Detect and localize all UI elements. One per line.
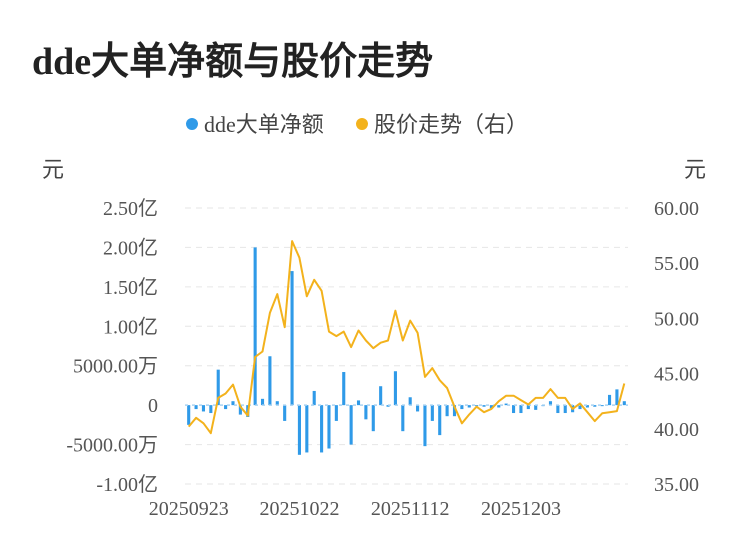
x-tick-label: 20250923 — [149, 498, 229, 520]
left-tick-label: -5000.00万 — [66, 435, 158, 457]
legend-label-price[interactable]: 股价走势（右） — [374, 112, 528, 137]
right-tick-label: 35.00 — [654, 474, 699, 496]
dde-bar[interactable] — [290, 271, 294, 406]
dde-bar[interactable] — [312, 390, 316, 406]
legend-marker-price — [356, 118, 368, 130]
dde-bar[interactable] — [334, 405, 338, 421]
dde-bar[interactable] — [187, 405, 191, 425]
right-tick-label: 40.00 — [654, 419, 699, 441]
x-tick-label: 20251022 — [259, 498, 339, 520]
dde-bar[interactable] — [231, 401, 235, 406]
dde-bar[interactable] — [578, 405, 582, 410]
left-tick-label: -1.00亿 — [96, 473, 158, 496]
gridlines — [185, 207, 628, 485]
right-tick-label: 45.00 — [654, 364, 699, 386]
dde-bar[interactable] — [430, 405, 434, 421]
left-tick-label: 2.50亿 — [103, 197, 158, 220]
left-tick-label: 2.00亿 — [103, 236, 158, 259]
dde-bar[interactable] — [201, 405, 206, 412]
dde-bars — [187, 247, 626, 455]
dde-bar[interactable] — [460, 405, 464, 410]
legend-marker-dde — [186, 118, 198, 130]
dde-bar[interactable] — [401, 405, 405, 432]
price-line[interactable] — [187, 240, 626, 435]
dde-bar[interactable] — [305, 405, 309, 453]
dde-bar[interactable] — [364, 405, 368, 420]
dde-bar[interactable] — [585, 405, 589, 408]
dde-bar[interactable] — [607, 394, 612, 406]
dde-bar[interactable] — [600, 405, 604, 407]
dde-bar[interactable] — [563, 405, 567, 414]
dde-bar[interactable] — [497, 405, 501, 408]
dde-bar[interactable] — [194, 405, 198, 410]
dde-bar[interactable] — [489, 405, 493, 409]
dde-bar[interactable] — [297, 405, 301, 455]
left-axis-ticks: 2.50亿 2.00亿 1.50亿 1.00亿 5000.00万 0 -5000.00万 -1… — [66, 197, 158, 496]
left-tick-label: 1.00亿 — [103, 315, 158, 338]
x-axis-ticks: 20250923 20251022 20251112 20251203 — [149, 498, 561, 520]
chart-title: dde大单净额与股价走势 — [32, 41, 434, 83]
dde-bar[interactable] — [622, 401, 626, 406]
dde-bar[interactable] — [275, 401, 279, 406]
dde-bar[interactable] — [379, 386, 383, 406]
dde-bar[interactable] — [224, 405, 228, 410]
dde-bar[interactable] — [452, 405, 457, 417]
dde-bar[interactable] — [423, 405, 427, 447]
dde-bar[interactable] — [526, 405, 530, 410]
dde-bar[interactable] — [467, 405, 471, 408]
left-tick-label: 1.50亿 — [103, 276, 158, 299]
dde-bar[interactable] — [371, 405, 375, 432]
left-tick-label: 5000.00万 — [73, 356, 158, 378]
dde-bar[interactable] — [320, 405, 324, 453]
dde-bar[interactable] — [349, 405, 353, 445]
legend: dde大单净额 股价走势（右） — [186, 112, 528, 137]
dde-bar[interactable] — [615, 389, 619, 406]
dde-bar[interactable] — [556, 405, 560, 414]
legend-label-dde[interactable]: dde大单净额 — [204, 112, 324, 137]
dde-bar[interactable] — [283, 405, 287, 421]
right-tick-label: 55.00 — [654, 253, 699, 275]
dde-bar[interactable] — [209, 405, 213, 414]
x-tick-label: 20251112 — [371, 498, 450, 520]
right-axis-unit: 元 — [684, 157, 706, 182]
right-tick-label: 50.00 — [654, 308, 699, 330]
dde-bar[interactable] — [216, 369, 220, 406]
dde-bar[interactable] — [482, 405, 486, 407]
dde-bar[interactable] — [356, 400, 361, 406]
dde-bar[interactable] — [386, 405, 390, 407]
dde-bar[interactable] — [504, 403, 508, 406]
right-axis-ticks: 60.00 55.00 50.00 45.00 40.00 35.00 — [654, 198, 699, 496]
dde-bar[interactable] — [548, 401, 553, 406]
dde-bar[interactable] — [327, 405, 331, 449]
dde-bar[interactable] — [519, 405, 523, 414]
dde-bar[interactable] — [260, 398, 265, 406]
dde-bar[interactable] — [475, 405, 479, 407]
dde-bar[interactable] — [342, 372, 346, 406]
dde-bar[interactable] — [534, 405, 538, 410]
dde-bar[interactable] — [268, 356, 272, 406]
right-tick-label: 60.00 — [654, 198, 699, 220]
dde-bar[interactable] — [408, 397, 412, 406]
x-tick-label: 20251203 — [481, 498, 561, 520]
dde-bar[interactable] — [445, 405, 449, 417]
dde-bar[interactable] — [253, 247, 257, 406]
left-tick-label: 0 — [148, 395, 158, 417]
dde-bar[interactable] — [512, 405, 516, 414]
dde-bar[interactable] — [593, 405, 597, 407]
price-line-group — [187, 240, 626, 435]
dde-bar[interactable] — [238, 405, 242, 415]
dde-bar[interactable] — [393, 371, 397, 406]
dde-bar[interactable] — [438, 405, 442, 436]
dde-bar[interactable] — [416, 405, 420, 412]
left-axis-unit: 元 — [42, 157, 64, 182]
